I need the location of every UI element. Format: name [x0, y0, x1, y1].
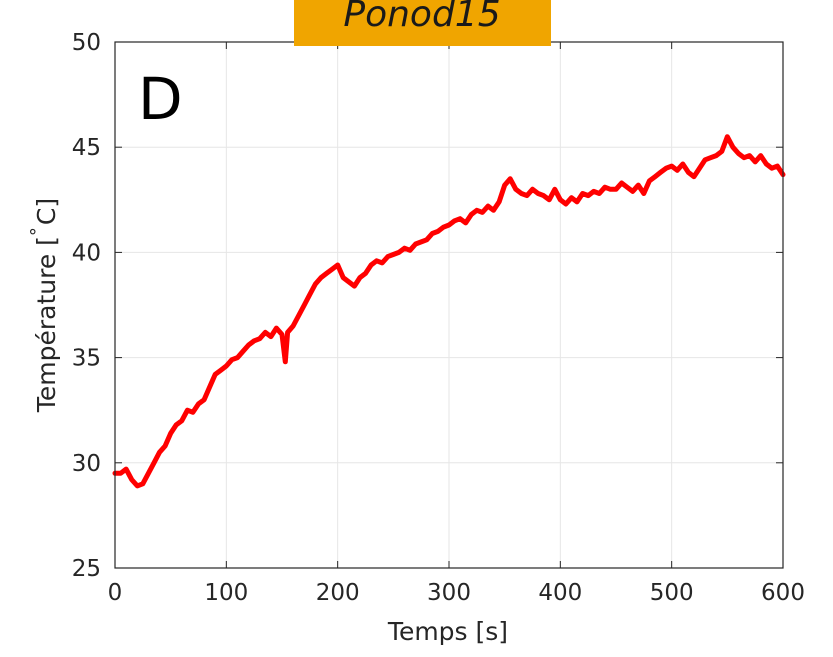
badge-background	[294, 0, 551, 46]
y-tick-label: 30	[72, 451, 101, 477]
y-tick-label: 45	[72, 135, 101, 161]
x-tick-label: 400	[538, 580, 582, 606]
x-tick-label: 600	[761, 580, 805, 606]
y-tick-label: 40	[72, 240, 101, 266]
tick-labels: 0 100 200 300 400 500 600 25 30 35 40 45 50	[72, 30, 805, 606]
y-axis-title-unit: C]	[32, 198, 61, 225]
panel-letter: D	[138, 65, 183, 133]
svg-text:Température [°C]: Température [° C]	[27, 198, 61, 413]
y-tick-label: 35	[72, 346, 101, 372]
y-axis-title-degree: °	[27, 227, 48, 236]
series-layer	[112, 134, 786, 489]
x-tick-label: 500	[650, 580, 694, 606]
y-tick-label: 25	[72, 556, 101, 582]
x-axis-title: Temps [s]	[387, 617, 508, 646]
y-axis-title: Température [° C]	[27, 198, 61, 413]
title-badge: Ponod15	[294, 0, 551, 46]
y-tick-label: 50	[72, 30, 101, 56]
x-tick-label: 100	[204, 580, 248, 606]
badge-text: Ponod15	[343, 0, 500, 35]
y-axis-title-main: Température [	[32, 236, 61, 413]
x-tick-label: 200	[316, 580, 360, 606]
temperature-series-line	[112, 134, 786, 489]
x-tick-label: 0	[108, 580, 123, 606]
x-tick-label: 300	[427, 580, 471, 606]
